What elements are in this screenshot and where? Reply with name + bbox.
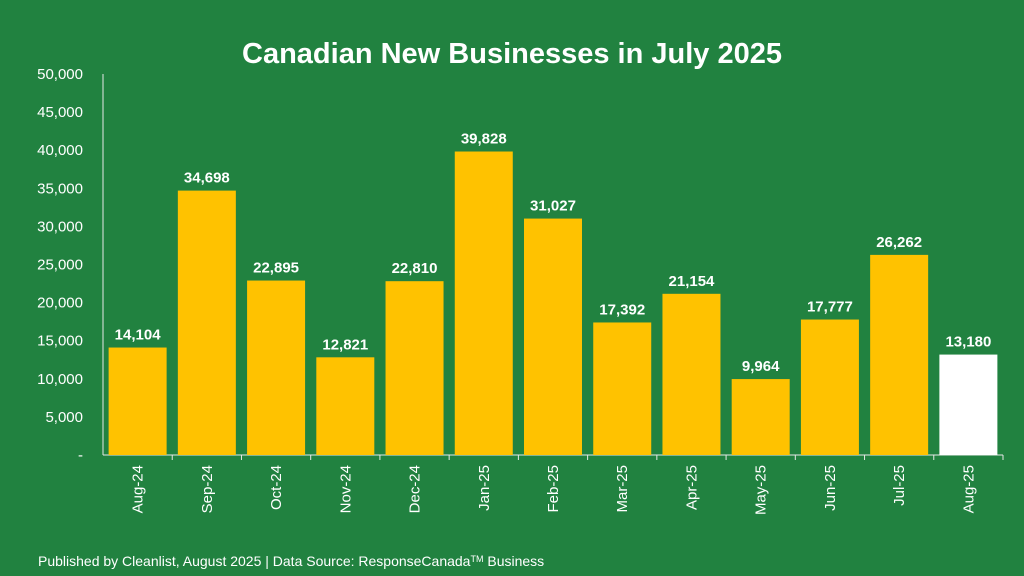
x-tick-label: Dec-24 [407, 465, 424, 513]
data-label: 13,180 [945, 334, 991, 351]
y-tick-label: 40,000 [37, 142, 83, 159]
data-label: 22,810 [392, 260, 438, 277]
data-label: 26,262 [876, 234, 922, 251]
data-label: 17,777 [807, 299, 853, 316]
y-tick-label: 10,000 [37, 371, 83, 388]
bar-dec-24 [385, 281, 444, 455]
y-tick-label: 30,000 [37, 218, 83, 235]
x-tick-label: Aug-25 [960, 465, 977, 513]
x-tick-label: Nov-24 [337, 465, 354, 513]
y-tick-label: 50,000 [37, 66, 83, 83]
footer-credit: Published by Cleanlist, August 2025 | Da… [38, 550, 544, 570]
x-tick-label: Jul-25 [891, 465, 908, 506]
data-label: 22,895 [253, 260, 299, 277]
y-tick-label: 45,000 [37, 104, 83, 121]
footer-suffix: Business [483, 553, 545, 569]
data-label: 31,027 [530, 198, 576, 215]
data-label: 39,828 [461, 131, 507, 148]
bar-sep-24 [177, 190, 236, 455]
data-label: 9,964 [742, 358, 780, 375]
x-tick-label: Jun-25 [822, 465, 839, 511]
y-tick-label: 25,000 [37, 257, 83, 274]
trademark-mark: TM [470, 554, 484, 564]
bar-feb-25 [524, 218, 582, 455]
y-tick-label: 35,000 [37, 180, 83, 197]
y-tick-label: 15,000 [37, 333, 83, 350]
data-label: 12,821 [322, 336, 368, 353]
y-tick-label: - [78, 447, 83, 464]
x-tick-label: Aug-24 [130, 465, 147, 513]
bar-aug-24 [108, 347, 167, 455]
x-tick-label: Mar-25 [614, 465, 631, 513]
bar-aug-25 [939, 354, 998, 455]
x-tick-label: May-25 [753, 465, 770, 515]
data-label: 34,698 [184, 170, 230, 187]
x-tick-label: Feb-25 [545, 465, 562, 513]
data-label: 14,104 [115, 327, 162, 344]
bar-jun-25 [800, 319, 859, 455]
bar-mar-25 [593, 322, 652, 455]
data-label: 17,392 [599, 301, 645, 318]
bar-jul-25 [870, 254, 929, 455]
x-tick-label: Apr-25 [683, 465, 700, 510]
chart-title: Canadian New Businesses in July 2025 [242, 38, 782, 70]
x-tick-label: Sep-24 [199, 465, 216, 513]
y-tick-label: 20,000 [37, 295, 83, 312]
footer-text: Published by Cleanlist, August 2025 | Da… [38, 553, 471, 569]
data-label: 21,154 [669, 273, 716, 290]
y-tick-label: 5,000 [45, 409, 83, 426]
bar-oct-24 [247, 280, 306, 455]
bar-may-25 [731, 379, 790, 455]
bar-jan-25 [454, 151, 513, 456]
x-tick-label: Jan-25 [476, 465, 493, 511]
x-tick-label: Oct-24 [268, 465, 285, 510]
bar-apr-25 [662, 293, 721, 455]
bar-nov-24 [316, 357, 375, 455]
